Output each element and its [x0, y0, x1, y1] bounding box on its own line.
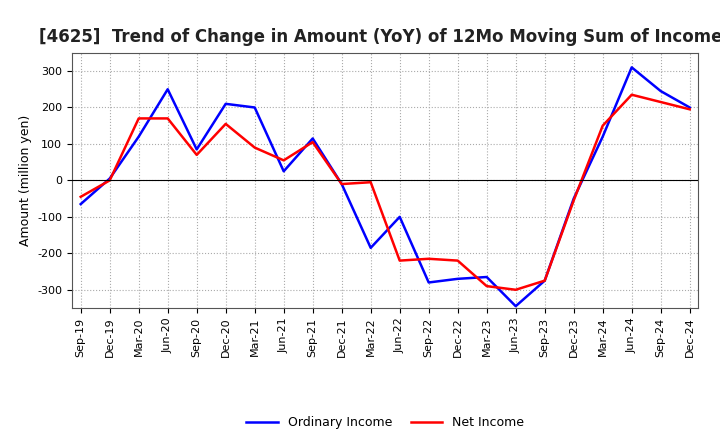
Ordinary Income: [279, 169, 288, 174]
Title: [4625]  Trend of Change in Amount (YoY) of 12Mo Moving Sum of Incomes: [4625] Trend of Change in Amount (YoY) o…: [38, 28, 720, 46]
Net Income: [105, 178, 114, 183]
Ordinary Income: [482, 275, 491, 280]
Net Income: [135, 116, 143, 121]
Ordinary Income: [685, 105, 694, 110]
Net Income: [482, 283, 491, 289]
Net Income: [424, 256, 433, 261]
Net Income: [685, 106, 694, 112]
Ordinary Income: [135, 134, 143, 139]
Line: Net Income: Net Income: [81, 95, 690, 290]
Ordinary Income: [366, 245, 375, 250]
Ordinary Income: [338, 181, 346, 187]
Ordinary Income: [657, 88, 665, 94]
Ordinary Income: [221, 101, 230, 106]
Ordinary Income: [105, 176, 114, 181]
Net Income: [251, 145, 259, 150]
Ordinary Income: [627, 65, 636, 70]
Net Income: [570, 198, 578, 203]
Net Income: [163, 116, 172, 121]
Ordinary Income: [511, 304, 520, 309]
Net Income: [511, 287, 520, 293]
Ordinary Income: [308, 136, 317, 141]
Y-axis label: Amount (million yen): Amount (million yen): [19, 115, 32, 246]
Ordinary Income: [424, 280, 433, 285]
Net Income: [308, 139, 317, 145]
Net Income: [366, 180, 375, 185]
Net Income: [454, 258, 462, 263]
Legend: Ordinary Income, Net Income: Ordinary Income, Net Income: [241, 411, 529, 434]
Net Income: [338, 181, 346, 187]
Net Income: [221, 121, 230, 127]
Ordinary Income: [541, 278, 549, 283]
Net Income: [627, 92, 636, 97]
Net Income: [657, 99, 665, 105]
Ordinary Income: [163, 87, 172, 92]
Net Income: [598, 123, 607, 128]
Ordinary Income: [76, 202, 85, 207]
Net Income: [279, 158, 288, 163]
Ordinary Income: [192, 147, 201, 152]
Ordinary Income: [598, 134, 607, 139]
Line: Ordinary Income: Ordinary Income: [81, 67, 690, 306]
Net Income: [76, 194, 85, 199]
Net Income: [395, 258, 404, 263]
Ordinary Income: [251, 105, 259, 110]
Ordinary Income: [454, 276, 462, 282]
Net Income: [541, 278, 549, 283]
Ordinary Income: [395, 214, 404, 220]
Net Income: [192, 152, 201, 158]
Ordinary Income: [570, 196, 578, 201]
